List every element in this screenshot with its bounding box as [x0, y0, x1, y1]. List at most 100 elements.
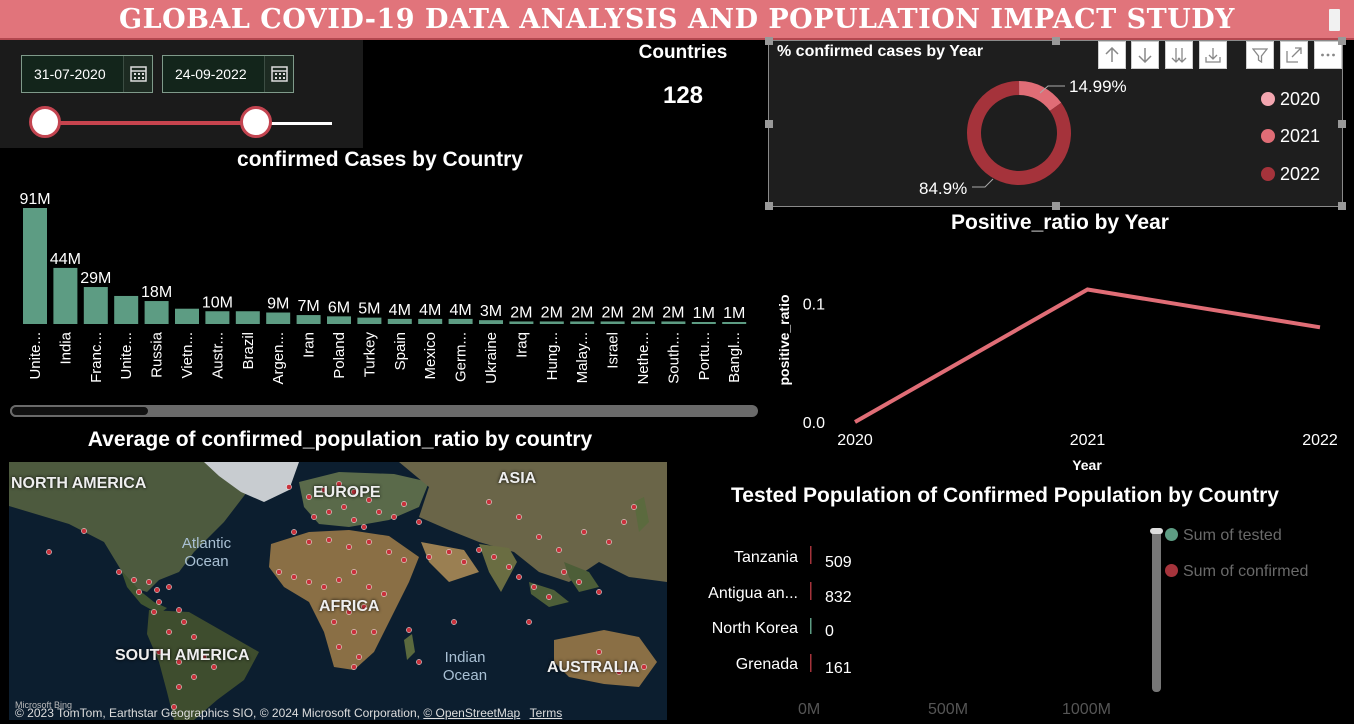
- bar-antigua[interactable]: [810, 582, 812, 600]
- map-point[interactable]: [476, 547, 482, 553]
- map-point[interactable]: [166, 629, 172, 635]
- map-point[interactable]: [341, 504, 347, 510]
- map-point[interactable]: [361, 524, 367, 530]
- more-options-icon[interactable]: [1314, 41, 1342, 69]
- map-point[interactable]: [406, 627, 412, 633]
- focus-mode-icon[interactable]: [1280, 41, 1308, 69]
- bar-grenada[interactable]: [810, 654, 812, 672]
- bar-16[interactable]: [509, 321, 534, 324]
- resize-handle[interactable]: [765, 37, 773, 45]
- expand-hierarchy-icon[interactable]: [1199, 41, 1227, 69]
- map-point[interactable]: [151, 609, 157, 615]
- bar-chart-scroll-thumb[interactable]: [10, 405, 150, 417]
- map-point[interactable]: [156, 599, 162, 605]
- map-point[interactable]: [641, 664, 647, 670]
- terms-link[interactable]: Terms: [529, 706, 563, 720]
- donut-legend-2022[interactable]: 2022: [1261, 164, 1320, 185]
- map-point[interactable]: [486, 499, 492, 505]
- bar-22[interactable]: [691, 322, 716, 324]
- calendar-icon[interactable]: [123, 56, 152, 92]
- map-point[interactable]: [286, 484, 292, 490]
- map-point[interactable]: [526, 619, 532, 625]
- map-point[interactable]: [546, 594, 552, 600]
- openstreetmap-link[interactable]: © OpenStreetMap: [423, 706, 521, 720]
- bar-6[interactable]: [205, 311, 230, 324]
- start-date-input[interactable]: 31-07-2020: [21, 55, 153, 93]
- slider-end-handle[interactable]: [240, 106, 272, 138]
- bar-19[interactable]: [600, 321, 625, 324]
- legend-item-sum-of-tested[interactable]: Sum of tested: [1165, 527, 1282, 545]
- bar-5[interactable]: [175, 308, 199, 324]
- resize-handle[interactable]: [1052, 37, 1060, 45]
- map-point[interactable]: [191, 674, 197, 680]
- map-point[interactable]: [596, 649, 602, 655]
- map-point[interactable]: [581, 529, 587, 535]
- map-point[interactable]: [446, 549, 452, 555]
- map-point[interactable]: [176, 684, 182, 690]
- bar-12[interactable]: [387, 318, 412, 324]
- donut-legend-2021[interactable]: 2021: [1261, 126, 1320, 147]
- map-point[interactable]: [46, 549, 52, 555]
- map-point[interactable]: [461, 559, 467, 565]
- map-point[interactable]: [136, 589, 142, 595]
- bar-4[interactable]: [144, 301, 169, 324]
- map-data-points[interactable]: [9, 462, 667, 720]
- map-point[interactable]: [156, 649, 162, 655]
- map-point[interactable]: [336, 644, 342, 650]
- map-point[interactable]: [331, 619, 337, 625]
- map-point[interactable]: [361, 604, 367, 610]
- bar-chart-scrollbar[interactable]: [10, 405, 758, 417]
- map-point[interactable]: [306, 494, 312, 500]
- donut-legend-2020[interactable]: 2020: [1261, 89, 1320, 110]
- map-point[interactable]: [351, 489, 357, 495]
- map-point[interactable]: [116, 569, 122, 575]
- map-point[interactable]: [621, 519, 627, 525]
- page-scrollbar[interactable]: [1329, 9, 1340, 31]
- filter-icon[interactable]: [1246, 41, 1274, 69]
- resize-handle[interactable]: [765, 202, 773, 210]
- bar-north-korea[interactable]: [810, 618, 812, 634]
- map-point[interactable]: [351, 664, 357, 670]
- map-point[interactable]: [401, 501, 407, 507]
- resize-handle[interactable]: [1338, 37, 1346, 45]
- map-point[interactable]: [366, 497, 372, 503]
- bar-20[interactable]: [631, 321, 655, 324]
- map-point[interactable]: [561, 569, 567, 575]
- go-to-next-level-icon[interactable]: [1165, 41, 1193, 69]
- bar-0[interactable]: [23, 208, 47, 324]
- map-point[interactable]: [311, 514, 317, 520]
- map-point[interactable]: [306, 579, 312, 585]
- bar-17[interactable]: [539, 321, 564, 324]
- bar-tanzania[interactable]: [810, 546, 812, 564]
- map-point[interactable]: [336, 577, 342, 583]
- map-point[interactable]: [426, 554, 432, 560]
- bar-21[interactable]: [661, 321, 686, 324]
- bar-14[interactable]: [448, 318, 473, 324]
- map-point[interactable]: [171, 704, 177, 710]
- legend-item-sum-of-confirmed[interactable]: Sum of confirmed: [1165, 563, 1308, 581]
- map-point[interactable]: [631, 504, 637, 510]
- drill-down-icon[interactable]: [1131, 41, 1159, 69]
- map-point[interactable]: [176, 659, 182, 665]
- map-point[interactable]: [606, 539, 612, 545]
- map-point[interactable]: [336, 481, 342, 487]
- map-point[interactable]: [451, 619, 457, 625]
- bar-13[interactable]: [418, 318, 443, 324]
- map-point[interactable]: [351, 517, 357, 523]
- map-point[interactable]: [596, 589, 602, 595]
- map-point[interactable]: [371, 629, 377, 635]
- bar-8[interactable]: [266, 312, 291, 324]
- map-point[interactable]: [366, 539, 372, 545]
- map-point[interactable]: [576, 579, 582, 585]
- bar-10[interactable]: [327, 316, 351, 324]
- drill-up-icon[interactable]: [1098, 41, 1126, 69]
- map-point[interactable]: [146, 579, 152, 585]
- map-point[interactable]: [556, 547, 562, 553]
- map-point[interactable]: [416, 519, 422, 525]
- map-point[interactable]: [166, 584, 172, 590]
- map-point[interactable]: [401, 557, 407, 563]
- bar-9[interactable]: [296, 315, 321, 324]
- map-point[interactable]: [211, 664, 217, 670]
- bar-11[interactable]: [357, 317, 382, 324]
- map-point[interactable]: [386, 549, 392, 555]
